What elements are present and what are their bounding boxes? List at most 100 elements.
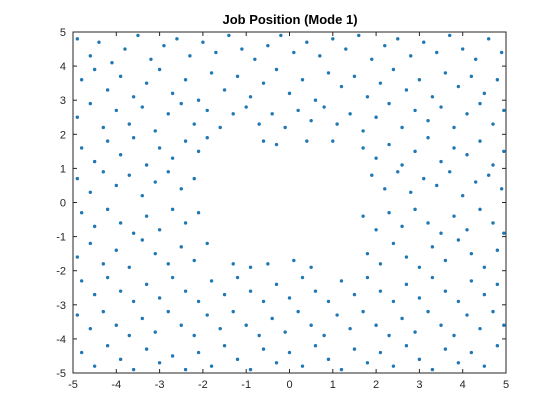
data-point xyxy=(157,361,162,365)
data-point xyxy=(166,309,170,314)
data-point xyxy=(218,326,222,331)
data-point xyxy=(101,309,106,314)
data-point xyxy=(222,344,227,348)
data-point xyxy=(430,275,435,280)
data-point xyxy=(183,221,188,225)
data-point xyxy=(456,361,461,365)
data-point xyxy=(387,101,391,106)
data-point xyxy=(114,183,119,188)
data-point xyxy=(283,125,287,130)
data-point xyxy=(196,350,201,355)
data-point xyxy=(439,105,443,109)
y-tick-label: -2 xyxy=(56,266,66,278)
data-point xyxy=(292,50,296,55)
data-point xyxy=(491,163,495,167)
data-point xyxy=(209,364,214,368)
data-point xyxy=(461,193,465,198)
data-point xyxy=(374,115,378,119)
data-point xyxy=(448,33,452,38)
data-point xyxy=(482,265,487,269)
data-point xyxy=(495,248,500,252)
y-tick-label: -1 xyxy=(56,232,66,244)
data-point xyxy=(79,211,84,215)
data-point xyxy=(383,43,387,48)
data-point xyxy=(114,323,119,327)
data-point xyxy=(456,84,461,89)
data-point xyxy=(157,228,162,232)
data-point xyxy=(339,367,344,372)
data-point xyxy=(374,228,378,232)
data-point xyxy=(417,265,422,269)
data-point xyxy=(426,136,430,140)
data-point xyxy=(435,183,439,188)
data-point xyxy=(469,251,474,256)
data-point xyxy=(413,330,417,334)
data-point xyxy=(179,101,183,106)
data-point xyxy=(426,309,430,314)
data-point xyxy=(309,265,313,269)
data-point xyxy=(469,279,474,283)
data-point xyxy=(140,316,144,321)
data-point xyxy=(149,57,153,61)
x-tick-label: 3 xyxy=(416,379,422,391)
data-point xyxy=(443,347,448,351)
data-point xyxy=(478,101,482,106)
data-point xyxy=(231,262,235,266)
data-point xyxy=(127,173,131,177)
data-point xyxy=(270,112,274,116)
data-point xyxy=(396,170,400,174)
data-point xyxy=(502,149,506,154)
data-point xyxy=(361,214,365,218)
data-point xyxy=(422,176,426,181)
data-point xyxy=(400,224,404,229)
data-point xyxy=(123,47,127,51)
data-point xyxy=(352,347,357,351)
data-point xyxy=(261,81,266,85)
data-point xyxy=(344,47,348,51)
data-point xyxy=(296,309,300,314)
data-point xyxy=(144,214,149,218)
data-point xyxy=(248,95,253,99)
data-point xyxy=(374,323,378,327)
data-point xyxy=(417,296,422,300)
data-point xyxy=(439,159,443,164)
data-point xyxy=(222,88,227,92)
data-point xyxy=(88,190,93,194)
data-point xyxy=(157,296,162,300)
data-point xyxy=(205,108,209,113)
data-point xyxy=(452,125,456,130)
data-point xyxy=(79,78,84,82)
data-point xyxy=(183,289,188,293)
data-point xyxy=(495,282,500,287)
data-point xyxy=(378,289,383,293)
data-point xyxy=(378,262,383,266)
data-point xyxy=(114,248,119,252)
data-point xyxy=(309,323,313,327)
data-point xyxy=(144,347,149,351)
data-point xyxy=(452,146,456,150)
x-tick-label: 4 xyxy=(460,379,466,391)
data-point xyxy=(218,125,222,130)
data-point xyxy=(383,187,387,191)
data-point xyxy=(361,129,365,133)
chart-title: Job Position (Mode 1) xyxy=(222,12,357,27)
data-point xyxy=(162,43,166,48)
data-point xyxy=(331,139,335,143)
x-axis: -5 -4 -3 -2 -1 0 1 2 3 4 5 xyxy=(68,32,509,391)
data-point xyxy=(439,323,443,327)
data-point xyxy=(387,333,391,338)
data-point xyxy=(144,163,149,167)
data-point xyxy=(240,47,244,51)
data-point xyxy=(75,313,80,317)
data-point xyxy=(248,265,253,269)
data-point xyxy=(426,221,430,225)
data-point xyxy=(248,289,253,293)
data-point xyxy=(92,364,97,368)
data-point xyxy=(79,350,84,355)
data-point xyxy=(400,125,404,130)
data-point xyxy=(192,122,196,126)
data-point xyxy=(261,299,266,304)
data-point xyxy=(443,289,448,293)
data-point xyxy=(292,258,296,263)
data-point xyxy=(461,47,465,51)
